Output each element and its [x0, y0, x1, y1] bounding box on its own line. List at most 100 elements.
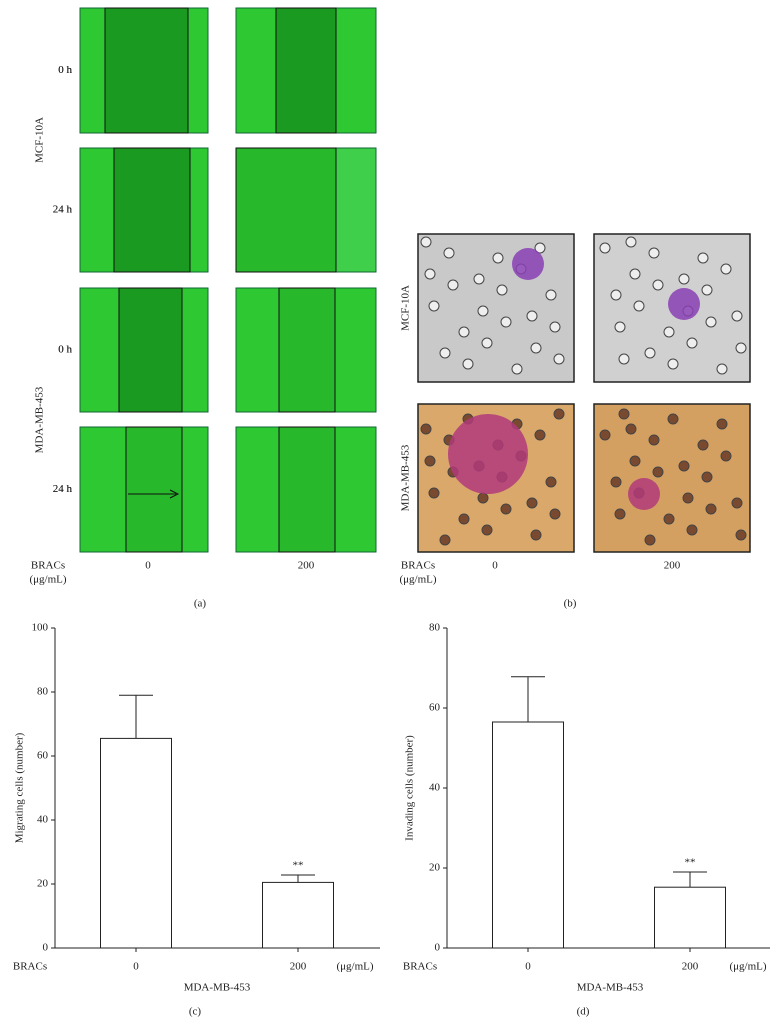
x-tick-label: 0 — [133, 961, 139, 973]
cell — [424, 268, 436, 280]
cell — [530, 529, 542, 541]
cell — [625, 236, 637, 248]
cell — [629, 455, 641, 467]
cell — [420, 236, 432, 248]
cell — [686, 337, 698, 349]
y-tick-label: 80 — [429, 622, 441, 634]
y-axis-label: Invading cells (number) — [404, 735, 416, 841]
cell — [549, 321, 561, 333]
scratch-gap — [235, 147, 337, 273]
cell — [526, 310, 538, 322]
scratch-gap — [278, 287, 336, 413]
cell — [439, 347, 451, 359]
cell — [652, 279, 664, 291]
dose: 0 — [145, 560, 151, 572]
y-tick-label: 20 — [37, 878, 49, 890]
cell — [667, 413, 679, 425]
cell — [625, 423, 637, 435]
significance: ** — [685, 857, 696, 869]
bar — [262, 881, 334, 949]
stained-cluster — [628, 478, 660, 510]
arrow-head — [169, 489, 180, 499]
cell — [443, 247, 455, 259]
y-axis-label: Migrating cells (number) — [14, 732, 26, 843]
y-tick-label: 60 — [429, 702, 441, 714]
cell — [481, 524, 493, 536]
cell — [428, 300, 440, 312]
y-tick-label: 80 — [37, 686, 49, 698]
cell — [678, 460, 690, 472]
time-label: 0 h — [58, 344, 72, 356]
cell — [534, 429, 546, 441]
group-label: MCF-10A — [400, 285, 412, 331]
cell — [439, 534, 451, 546]
cell — [477, 305, 489, 317]
cell — [530, 342, 542, 354]
dose: 200 — [664, 560, 681, 572]
time-label: 24 h — [53, 204, 73, 216]
cell — [500, 503, 512, 515]
y-tick-label: 40 — [37, 814, 49, 826]
scratch-gap — [125, 426, 183, 553]
time-label: 24 h — [53, 483, 73, 495]
cell — [716, 418, 728, 430]
dose: 0 — [492, 560, 498, 572]
cell — [697, 439, 709, 451]
cell — [701, 284, 713, 296]
cell — [420, 423, 432, 435]
caption: (a) — [194, 598, 207, 610]
cell — [599, 242, 611, 254]
group-label: MCF-10A — [34, 117, 46, 163]
caption: (d) — [577, 1006, 590, 1018]
cell — [731, 497, 743, 509]
x-tick-label: 0 — [525, 961, 531, 973]
bar — [492, 721, 564, 949]
cell — [614, 508, 626, 520]
caption: (b) — [564, 598, 577, 610]
cell — [458, 326, 470, 338]
cell — [496, 284, 508, 296]
cell — [682, 492, 694, 504]
cell — [553, 408, 565, 420]
cell — [492, 252, 504, 264]
y-tick-label: 40 — [429, 782, 441, 794]
cell — [735, 529, 747, 541]
scratch-gap — [275, 7, 337, 134]
stained-cluster — [512, 248, 544, 280]
cell — [678, 273, 690, 285]
cell — [735, 342, 747, 354]
x-prefix: BRACs — [13, 961, 47, 973]
unit: (μg/mL) — [399, 574, 436, 586]
cell — [618, 353, 630, 365]
y-tick-label: 0 — [435, 942, 441, 954]
cell — [534, 242, 546, 254]
cell — [667, 358, 679, 370]
y-tick-label: 60 — [37, 750, 49, 762]
cell — [720, 450, 732, 462]
cell — [701, 471, 713, 483]
y-tick-label: 0 — [43, 942, 49, 954]
y-tick-label: 20 — [429, 862, 441, 874]
stained-cluster — [668, 288, 700, 320]
cell — [697, 252, 709, 264]
unit: (μg/mL) — [29, 574, 66, 586]
cell — [731, 310, 743, 322]
cell — [447, 279, 459, 291]
group-label: MDA-MB-453 — [34, 386, 46, 453]
cell — [644, 347, 656, 359]
cell — [610, 476, 622, 488]
bar — [100, 737, 172, 949]
cell — [481, 337, 493, 349]
cell — [500, 316, 512, 328]
treatment: BRACs — [401, 560, 435, 572]
x-unit: (μg/mL) — [336, 961, 373, 973]
cell — [424, 455, 436, 467]
x-unit: (μg/mL) — [729, 961, 766, 973]
cell — [545, 289, 557, 301]
cell — [633, 300, 645, 312]
cell — [526, 497, 538, 509]
cell — [705, 503, 717, 515]
significance: ** — [293, 860, 304, 872]
cell — [545, 476, 557, 488]
